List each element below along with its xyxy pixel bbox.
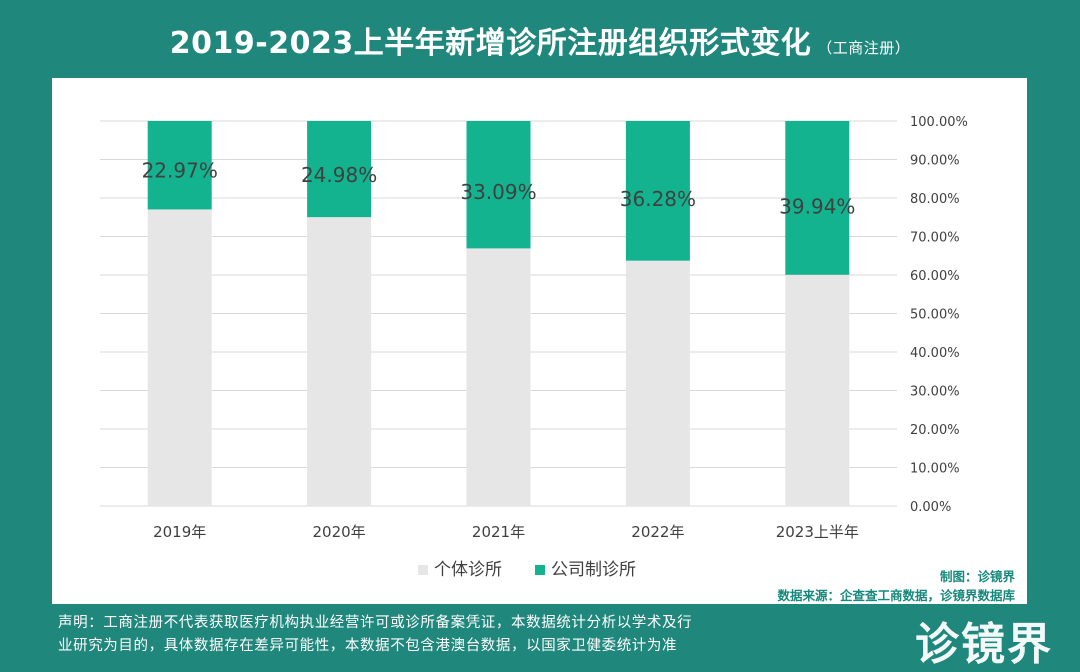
disclaimer: 声明：工商注册不代表获取医疗机构执业经营许可或诊所备案凭证，本数据统计分析以学术…: [58, 612, 858, 658]
y-tick-label: 90.00%: [910, 154, 960, 169]
bar-individual-clinic: [785, 274, 850, 506]
legend-swatch: [418, 565, 428, 575]
y-tick-label: 70.00%: [910, 231, 960, 246]
bar-company-clinic: [785, 121, 850, 275]
bar-company-clinic: [307, 121, 372, 218]
bar-individual-clinic: [307, 217, 372, 506]
chart-maker-credit: 制图：诊镜界: [939, 569, 1015, 584]
data-label: 24.98%: [301, 163, 377, 187]
chart-panel: 0.00% 10.00% 20.00% 30.00% 40.00% 50.00% 60.00…: [52, 78, 1027, 604]
data-label: 36.28%: [620, 187, 696, 211]
y-tick-label: 30.00%: [910, 385, 960, 400]
bar-individual-clinic: [466, 248, 531, 507]
data-label: 33.09%: [460, 180, 536, 204]
data-source-credit: 数据来源：企查查工商数据，诊镜界数据库: [777, 588, 1015, 603]
y-tick-label: 10.00%: [910, 462, 960, 477]
data-label: 39.94%: [779, 195, 855, 219]
disclaimer-line-1: 声明：工商注册不代表获取医疗机构执业经营许可或诊所备案凭证，本数据统计分析以学术…: [58, 615, 693, 631]
brand-logo: 诊镜界: [915, 619, 1053, 670]
y-tick-label: 20.00%: [910, 423, 960, 438]
x-tick-label: 2021年: [472, 523, 525, 541]
chart-subtitle: （工商注册）: [817, 39, 911, 57]
legend-label: 公司制诊所: [551, 560, 636, 580]
bar-individual-clinic: [147, 209, 212, 506]
y-tick-label: 60.00%: [910, 269, 960, 284]
x-tick-label: 2023上半年: [776, 523, 859, 541]
data-label: 22.97%: [142, 159, 218, 183]
disclaimer-line-2: 业研究为目的，具体数据存在差异可能性，本数据不包含港澳台数据，以国家卫健委统计为…: [58, 638, 678, 654]
legend-swatch: [535, 565, 545, 575]
y-tick-label: 0.00%: [910, 500, 951, 515]
y-tick-label: 80.00%: [910, 192, 960, 207]
legend-label: 个体诊所: [434, 560, 502, 580]
chart-title-text: 2019-2023上半年新增诊所注册组织形式变化: [169, 26, 812, 61]
y-tick-label: 40.00%: [910, 346, 960, 361]
y-tick-label: 100.00%: [910, 115, 968, 130]
y-tick-label: 50.00%: [910, 308, 960, 323]
bar-company-clinic: [625, 121, 690, 261]
bar-individual-clinic: [625, 260, 690, 506]
x-tick-label: 2022年: [631, 523, 684, 541]
bar-company-clinic: [466, 121, 531, 249]
chart-title: 2019-2023上半年新增诊所注册组织形式变化 （工商注册）: [0, 18, 1080, 62]
x-tick-label: 2020年: [313, 523, 366, 541]
x-tick-label: 2019年: [153, 523, 206, 541]
stacked-bar-chart: 0.00% 10.00% 20.00% 30.00% 40.00% 50.00% 60.00…: [100, 115, 968, 580]
bar-company-clinic: [147, 121, 212, 210]
